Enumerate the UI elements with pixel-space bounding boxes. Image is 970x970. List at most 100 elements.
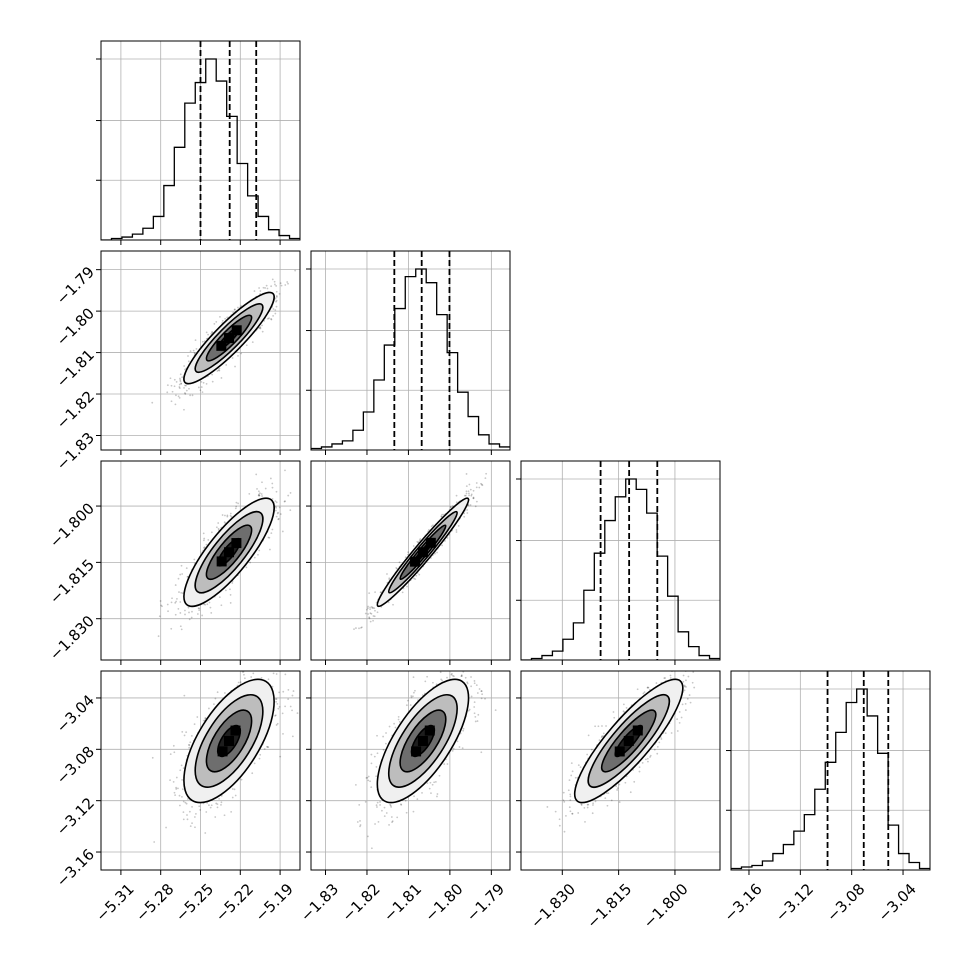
sample-point (217, 522, 220, 524)
sample-point (177, 608, 180, 610)
sample-point (194, 826, 196, 829)
sample-point (261, 495, 263, 497)
y-tick-label: −1.830 (46, 612, 98, 664)
sample-point (256, 488, 258, 490)
sample-point (179, 379, 182, 381)
sample-point (160, 604, 163, 607)
sample-point (383, 806, 386, 809)
sample-point (251, 772, 254, 775)
sample-point (237, 355, 239, 357)
sample-point (169, 377, 172, 380)
sample-point (436, 551, 438, 554)
sample-point (205, 382, 208, 385)
x-tick-label: −5.22 (212, 880, 257, 925)
sample-point (280, 284, 283, 287)
sample-point (185, 731, 188, 734)
sample-point (266, 746, 269, 748)
panel-2-1 (306, 460, 511, 665)
sample-point (465, 492, 468, 495)
density-core (410, 537, 436, 567)
sample-point (248, 492, 251, 495)
sample-point (267, 536, 270, 539)
sample-point (166, 391, 169, 394)
sample-point (197, 386, 200, 389)
sample-point (369, 606, 371, 609)
sample-point (177, 577, 180, 580)
sample-point (258, 549, 261, 552)
sample-point (183, 408, 185, 411)
sample-point (418, 573, 421, 576)
sample-point (387, 601, 390, 604)
panel-3-1: −1.83−1.82−1.81−1.80−1.79 (297, 670, 511, 925)
sample-point (455, 529, 458, 531)
sample-point (253, 556, 256, 559)
density-bin (224, 735, 235, 746)
sample-point (269, 477, 272, 480)
sample-point (175, 776, 178, 779)
sample-point (220, 801, 223, 804)
sample-point (375, 804, 378, 807)
x-tick-label: −5.25 (172, 880, 217, 925)
sample-point (202, 719, 205, 722)
sample-point (198, 607, 201, 610)
sample-point (261, 324, 263, 327)
sample-point (276, 722, 279, 725)
sample-point (465, 485, 468, 487)
sample-point (205, 331, 208, 334)
density-bin (224, 333, 235, 344)
sample-point (440, 515, 443, 518)
sample-point (296, 712, 299, 715)
sample-point (282, 732, 284, 735)
sample-point (179, 625, 182, 628)
sample-point (455, 501, 458, 504)
panel-frame (100, 460, 301, 661)
sample-point (271, 482, 274, 485)
sample-point (188, 810, 191, 813)
sample-point (184, 613, 186, 616)
sample-point (370, 612, 373, 615)
sample-point (477, 713, 480, 716)
sample-point (229, 588, 231, 591)
sample-point (367, 779, 370, 782)
sample-point (182, 818, 185, 821)
y-tick-label: −3.04 (53, 691, 98, 736)
sample-point (188, 611, 190, 614)
sample-point (204, 717, 207, 719)
sample-point (274, 312, 277, 315)
sample-point (480, 482, 482, 485)
sample-point (202, 532, 205, 535)
sample-point (404, 799, 407, 802)
sample-point (258, 327, 261, 329)
sample-point (267, 746, 270, 749)
sample-point (271, 278, 274, 281)
sample-point (179, 804, 181, 807)
panel-frame (100, 40, 301, 241)
sample-point (467, 490, 470, 493)
sample-point (278, 705, 281, 708)
sample-point (475, 486, 478, 489)
sample-point (374, 591, 376, 594)
sample-point (175, 788, 178, 790)
sample-point (221, 514, 224, 516)
sample-point (458, 746, 461, 748)
sample-point (226, 316, 229, 319)
sample-point (180, 764, 183, 767)
density-bin (217, 746, 228, 757)
sample-point (294, 269, 297, 272)
sample-point (220, 604, 223, 607)
sample-point (407, 551, 410, 554)
panel-2-2 (516, 460, 721, 665)
sample-point (180, 628, 183, 631)
sample-point (183, 694, 186, 697)
sample-point (455, 531, 458, 533)
sample-point (181, 376, 184, 379)
sample-point (188, 744, 191, 747)
sample-point (190, 735, 193, 737)
sample-point (273, 280, 276, 283)
panel-1-1 (306, 250, 511, 455)
sample-point (216, 691, 219, 694)
sample-point (245, 566, 248, 569)
sample-point (258, 757, 261, 760)
sample-point (466, 512, 469, 514)
sample-point (194, 812, 197, 815)
